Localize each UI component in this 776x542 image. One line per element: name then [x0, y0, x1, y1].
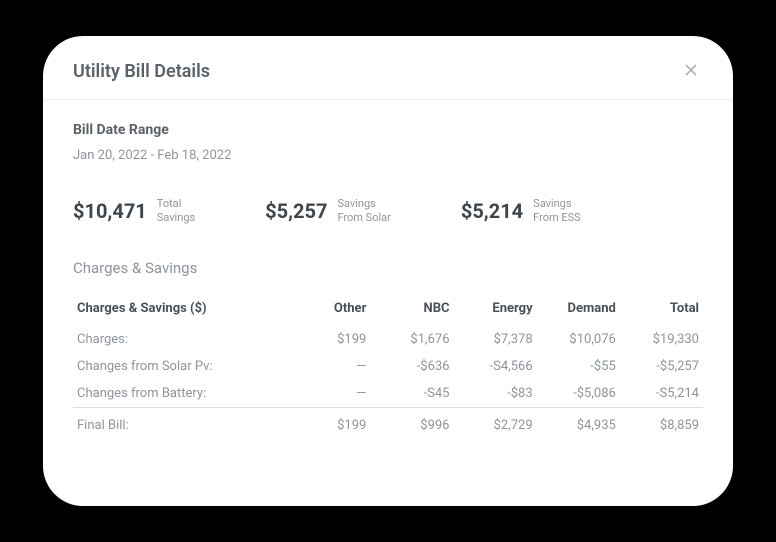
cell: -S4,566: [454, 353, 537, 380]
cell: $2,729: [454, 407, 537, 439]
charges-table-title: Charges & Savings ($): [73, 295, 287, 326]
modal-body: Bill Date Range Jan 20, 2022 - Feb 18, 2…: [43, 100, 733, 439]
charges-header-row: Charges & Savings ($) Other NBC Energy D…: [73, 295, 703, 326]
bill-date-label: Bill Date Range: [73, 122, 703, 138]
cell: $199: [287, 407, 370, 439]
summary-ess: $5,214 Savings From ESS: [461, 197, 581, 225]
modal-title: Utility Bill Details: [73, 61, 210, 82]
cell: -S45: [370, 380, 453, 408]
summary-total-label: Total Savings: [157, 197, 195, 225]
summary-solar-label: Savings From Solar: [337, 197, 390, 225]
cell: $4,935: [537, 407, 620, 439]
summary-row: $10,471 Total Savings $5,257 Savings Fro…: [73, 197, 703, 225]
cell: $1,676: [370, 326, 453, 353]
cell: —: [287, 380, 370, 408]
col-total: Total: [620, 295, 703, 326]
table-row: Changes from Battery: — -S45 -$83 -$5,08…: [73, 380, 703, 408]
utility-bill-modal: Utility Bill Details Bill Date Range Jan…: [43, 36, 733, 506]
close-icon: [683, 62, 699, 81]
col-other: Other: [287, 295, 370, 326]
cell: -$5,086: [537, 380, 620, 408]
row-label: Final Bill:: [73, 407, 287, 439]
summary-ess-value: $5,214: [461, 199, 523, 223]
cell: $10,076: [537, 326, 620, 353]
cell: -$636: [370, 353, 453, 380]
cell: $996: [370, 407, 453, 439]
row-label: Changes from Solar Pv:: [73, 353, 287, 380]
summary-solar-value: $5,257: [265, 199, 327, 223]
col-energy: Energy: [454, 295, 537, 326]
cell: -$5,257: [620, 353, 703, 380]
row-label: Changes from Battery:: [73, 380, 287, 408]
row-label: Charges:: [73, 326, 287, 353]
cell: -S5,214: [620, 380, 703, 408]
summary-total-value: $10,471: [73, 199, 147, 223]
summary-ess-label: Savings From ESS: [533, 197, 581, 225]
table-row: Charges: $199 $1,676 $7,378 $10,076 $19,…: [73, 326, 703, 353]
col-demand: Demand: [537, 295, 620, 326]
table-total-row: Final Bill: $199 $996 $2,729 $4,935 $8,8…: [73, 407, 703, 439]
cell: $199: [287, 326, 370, 353]
table-row: Changes from Solar Pv: — -$636 -S4,566 -…: [73, 353, 703, 380]
charges-heading: Charges & Savings: [73, 259, 703, 277]
cell: —: [287, 353, 370, 380]
modal-header: Utility Bill Details: [43, 36, 733, 100]
close-button[interactable]: [679, 58, 703, 85]
cell: -$83: [454, 380, 537, 408]
col-nbc: NBC: [370, 295, 453, 326]
summary-total: $10,471 Total Savings: [73, 197, 195, 225]
cell: -$55: [537, 353, 620, 380]
bill-date-range: Jan 20, 2022 - Feb 18, 2022: [73, 148, 703, 163]
cell: $7,378: [454, 326, 537, 353]
cell: $19,330: [620, 326, 703, 353]
cell: $8,859: [620, 407, 703, 439]
charges-table: Charges & Savings ($) Other NBC Energy D…: [73, 295, 703, 439]
summary-solar: $5,257 Savings From Solar: [265, 197, 391, 225]
